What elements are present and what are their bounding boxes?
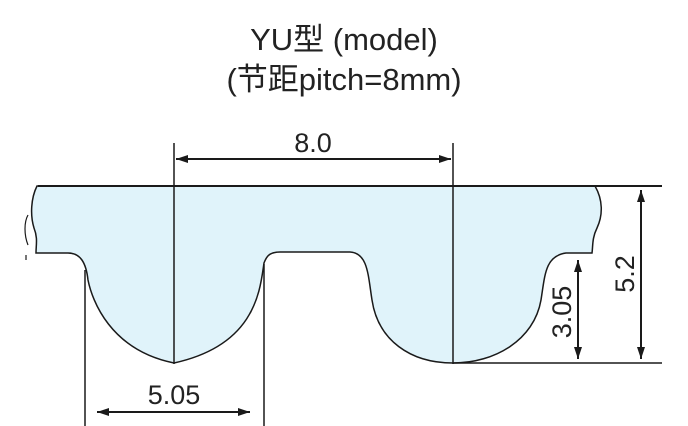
- tooth-height-label: 3.05: [547, 286, 577, 339]
- break-mark: [24, 214, 29, 246]
- belt-profile: [30, 185, 602, 364]
- title-model: YU型 (model): [250, 22, 438, 57]
- tooth-width-label: 5.05: [148, 380, 201, 410]
- pitch-label: 8.0: [294, 128, 332, 158]
- title-pitch: (节距pitch=8mm): [226, 62, 462, 97]
- total-height-label: 5.2: [610, 255, 640, 293]
